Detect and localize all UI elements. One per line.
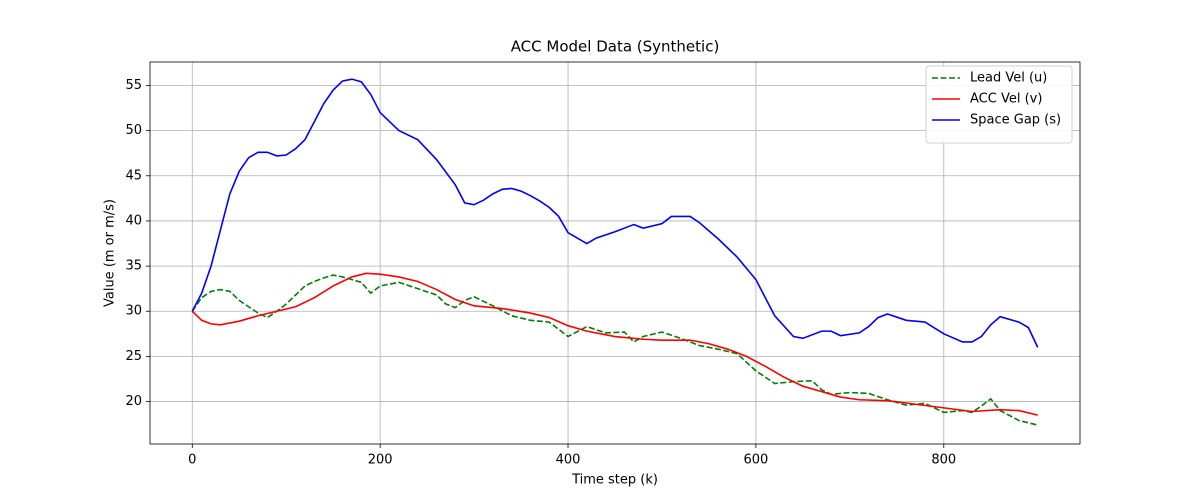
x-tick-label: 800: [931, 453, 956, 468]
legend-label: ACC Vel (v): [970, 92, 1042, 107]
data-line: [191, 272, 1038, 416]
y-tick-label: 35: [125, 259, 142, 274]
data-line: [191, 78, 1039, 348]
chart-title: ACC Model Data (Synthetic): [511, 38, 720, 56]
x-tick-label: 400: [556, 453, 581, 468]
x-axis-label: Time step (k): [571, 473, 658, 488]
y-tick-label: 55: [125, 78, 142, 93]
y-tick-label: 30: [125, 304, 142, 319]
y-tick-label: 20: [125, 394, 142, 409]
legend-label: Space Gap (s): [970, 113, 1061, 128]
x-tick-label: 200: [368, 453, 393, 468]
y-tick-label: 50: [125, 123, 142, 138]
y-tick-label: 25: [125, 349, 142, 364]
plot-frame: [149, 61, 1081, 445]
legend-box: [925, 65, 1073, 144]
y-tick-label: 45: [125, 168, 142, 183]
x-tick-label: 600: [743, 453, 768, 468]
x-tick-label: 0: [188, 453, 196, 468]
y-tick-label: 40: [125, 213, 142, 228]
legend-label: Lead Vel (u): [970, 71, 1047, 86]
data-line: [191, 274, 1038, 426]
y-axis-label: Value (m or m/s): [103, 199, 118, 307]
